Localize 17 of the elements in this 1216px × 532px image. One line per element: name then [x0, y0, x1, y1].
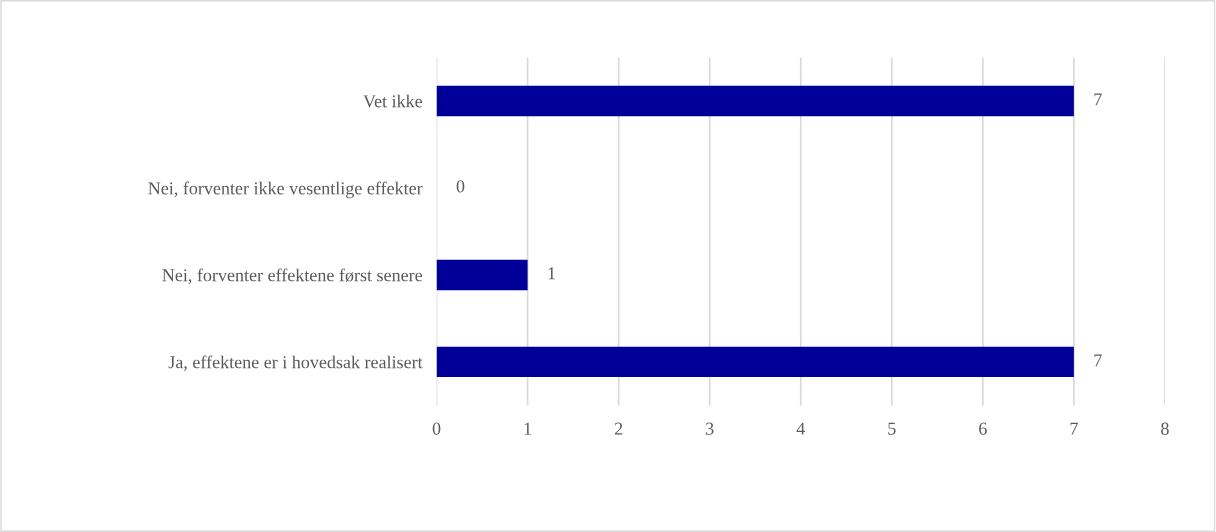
y-tick-label: Nei, forventer ikke vesentlige effekter	[148, 181, 423, 199]
y-tick-label: Nei, forventer effektene først senere	[162, 268, 423, 284]
data-label: 0	[456, 180, 465, 193]
x-tick-label: 0	[432, 422, 441, 435]
y-tick-label: Ja, effektene er i hovedsak realisert	[168, 355, 423, 371]
x-tick-label: 1	[524, 422, 532, 435]
x-tick-label: 4	[796, 422, 805, 435]
x-tick-label: 5	[888, 422, 896, 435]
x-tick-label: 6	[979, 422, 987, 435]
x-tick-label: 2	[614, 422, 623, 435]
data-label: 7	[1094, 354, 1102, 367]
x-tick-label: 8	[1161, 422, 1169, 435]
y-tick-label: Vet ikke	[363, 94, 423, 108]
data-label: 1	[548, 267, 555, 280]
x-tick-label: 3	[706, 422, 714, 435]
x-tick-label: 7	[1070, 422, 1078, 435]
data-label: 7	[1094, 93, 1102, 106]
